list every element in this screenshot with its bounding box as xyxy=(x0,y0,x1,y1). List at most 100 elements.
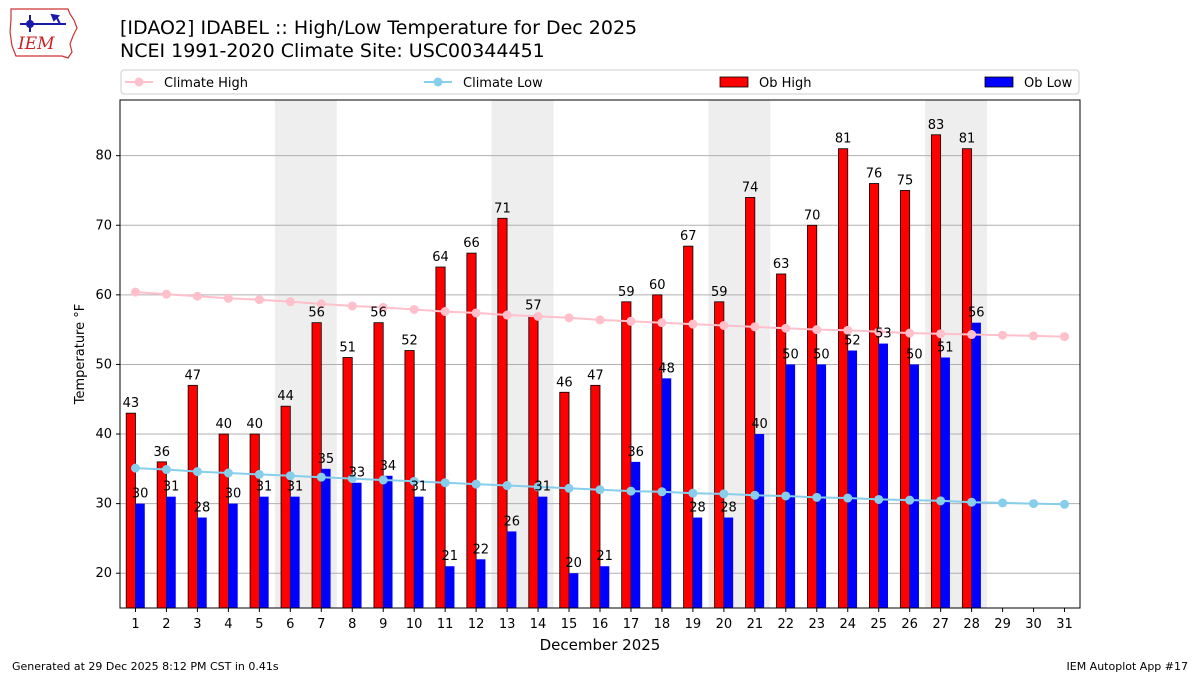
ob-high-label: 64 xyxy=(432,250,449,265)
iem-logo: IEM xyxy=(9,8,78,59)
ob-high-bar xyxy=(807,224,818,609)
ob-high-bar xyxy=(280,405,291,609)
ob-low-label: 26 xyxy=(503,514,520,529)
climate-low-point xyxy=(1029,499,1039,509)
climate-low-point xyxy=(161,465,171,475)
climate-high-point xyxy=(347,301,357,311)
climate-high-point xyxy=(1029,331,1039,341)
climate-low-point xyxy=(347,474,357,484)
climate-low-point xyxy=(285,471,295,481)
legend-ob-low-label: Ob Low xyxy=(1024,76,1073,91)
x-tick-label: 9 xyxy=(379,617,387,632)
ob-high-label: 56 xyxy=(308,306,325,321)
y-tick-label: 40 xyxy=(95,427,112,442)
ob-low-bar xyxy=(321,468,331,608)
x-tick-label: 24 xyxy=(839,617,856,632)
ob-low-bar xyxy=(259,496,269,608)
legend-ob-low-swatch xyxy=(984,76,1014,88)
x-tick-label: 17 xyxy=(623,617,640,632)
ob-low-bar xyxy=(414,496,424,608)
legend: Climate High Climate Low Ob High Ob Low xyxy=(120,69,1080,95)
climate-high-point xyxy=(471,308,481,318)
chart-subtitle: NCEI 1991-2020 Climate Site: USC00344451 xyxy=(120,40,545,62)
x-tick-label: 12 xyxy=(468,617,485,632)
climate-high-point xyxy=(254,295,264,305)
legend-climate-low-marker xyxy=(433,77,443,87)
ob-high-label: 81 xyxy=(835,132,852,147)
climate-high-point xyxy=(161,289,171,299)
x-tick-label: 26 xyxy=(901,617,918,632)
ob-low-label: 31 xyxy=(411,480,428,495)
climate-low-point xyxy=(626,486,636,496)
climate-low-point xyxy=(905,495,915,505)
ob-low-bar xyxy=(847,350,858,608)
ob-low-bar xyxy=(507,531,517,608)
ob-low-label: 28 xyxy=(194,501,211,516)
x-tick-label: 2 xyxy=(162,617,170,632)
x-tick-label: 15 xyxy=(561,617,578,632)
x-tick-label: 10 xyxy=(406,617,423,632)
ob-low-bar xyxy=(940,357,950,608)
ob-high-label: 47 xyxy=(587,368,604,383)
ob-high-label: 60 xyxy=(649,278,666,293)
climate-low-point xyxy=(781,491,791,501)
climate-high-point xyxy=(564,313,574,323)
climate-high-point xyxy=(502,310,512,320)
ob-high-label: 57 xyxy=(525,299,542,314)
x-tick-label: 5 xyxy=(255,617,263,632)
ob-high-label: 51 xyxy=(339,340,356,355)
climate-high-point xyxy=(595,315,605,325)
climate-low-point xyxy=(874,494,884,504)
x-tick-label: 20 xyxy=(716,617,733,632)
ob-low-bar xyxy=(661,378,672,608)
ob-high-label: 56 xyxy=(370,306,387,321)
ob-low-bar xyxy=(538,496,548,608)
climate-high-point xyxy=(843,325,853,335)
climate-high-point xyxy=(812,325,822,335)
ob-low-label: 21 xyxy=(596,549,613,564)
y-tick-label: 50 xyxy=(95,357,112,372)
climate-high-point xyxy=(967,330,977,340)
climate-high-point xyxy=(998,330,1008,340)
x-tick-label: 13 xyxy=(499,617,516,632)
ob-high-bar xyxy=(652,294,663,609)
climate-low-point xyxy=(936,496,946,506)
x-tick-label: 30 xyxy=(1025,617,1042,632)
ob-low-label: 56 xyxy=(968,306,985,321)
climate-high-point xyxy=(130,287,140,297)
ob-high-label: 67 xyxy=(680,229,697,244)
ob-low-label: 30 xyxy=(132,487,149,502)
ob-low-bar xyxy=(754,434,765,608)
legend-ob-high-label: Ob High xyxy=(759,76,812,91)
ob-low-label: 40 xyxy=(751,417,768,432)
x-tick-label: 31 xyxy=(1056,617,1073,632)
climate-low-point xyxy=(223,468,233,478)
ob-low-bar xyxy=(383,475,393,608)
climate-low-point xyxy=(192,467,202,477)
legend-ob-high-swatch xyxy=(719,76,749,88)
climate-low-point xyxy=(130,463,140,473)
ob-low-bar xyxy=(630,461,641,608)
legend-climate-high-marker xyxy=(134,77,144,87)
climate-low-point xyxy=(564,483,574,493)
climate-low-point xyxy=(471,479,481,489)
logo-text: IEM xyxy=(17,34,55,54)
climate-high-point xyxy=(905,328,915,338)
ob-high-label: 75 xyxy=(897,173,914,188)
ob-high-bar xyxy=(838,148,849,609)
ob-high-label: 81 xyxy=(959,132,976,147)
y-tick-label: 30 xyxy=(95,497,112,512)
x-tick-label: 29 xyxy=(994,617,1011,632)
ob-low-label: 50 xyxy=(813,347,830,362)
ob-low-bar xyxy=(878,343,888,608)
ob-high-bar xyxy=(714,301,725,609)
climate-high-point xyxy=(1060,332,1070,342)
bars xyxy=(125,134,981,609)
ob-low-label: 34 xyxy=(380,459,397,474)
x-tick-label: 19 xyxy=(685,617,702,632)
climate-high-point xyxy=(285,297,295,307)
ob-low-label: 48 xyxy=(658,361,675,376)
ob-high-bar xyxy=(497,217,508,609)
climate-high-point xyxy=(781,323,791,333)
